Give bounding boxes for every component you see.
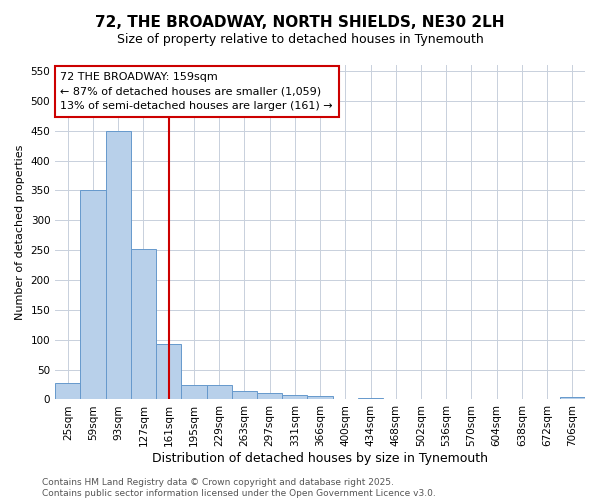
Bar: [358, 398, 383, 400]
Bar: [181, 385, 206, 400]
Bar: [307, 396, 332, 400]
Text: Size of property relative to detached houses in Tynemouth: Size of property relative to detached ho…: [116, 32, 484, 46]
Bar: [206, 385, 232, 400]
Bar: [232, 391, 257, 400]
Y-axis label: Number of detached properties: Number of detached properties: [15, 144, 25, 320]
Bar: [80, 190, 106, 400]
Bar: [282, 396, 307, 400]
Bar: [106, 132, 131, 400]
Bar: [257, 394, 282, 400]
Bar: [55, 382, 80, 400]
Text: 72 THE BROADWAY: 159sqm
← 87% of detached houses are smaller (1,059)
13% of semi: 72 THE BROADWAY: 159sqm ← 87% of detache…: [61, 72, 333, 112]
Bar: [156, 344, 181, 400]
Bar: [560, 397, 585, 400]
Text: Contains HM Land Registry data © Crown copyright and database right 2025.
Contai: Contains HM Land Registry data © Crown c…: [42, 478, 436, 498]
X-axis label: Distribution of detached houses by size in Tynemouth: Distribution of detached houses by size …: [152, 452, 488, 465]
Text: 72, THE BROADWAY, NORTH SHIELDS, NE30 2LH: 72, THE BROADWAY, NORTH SHIELDS, NE30 2L…: [95, 15, 505, 30]
Bar: [131, 249, 156, 400]
